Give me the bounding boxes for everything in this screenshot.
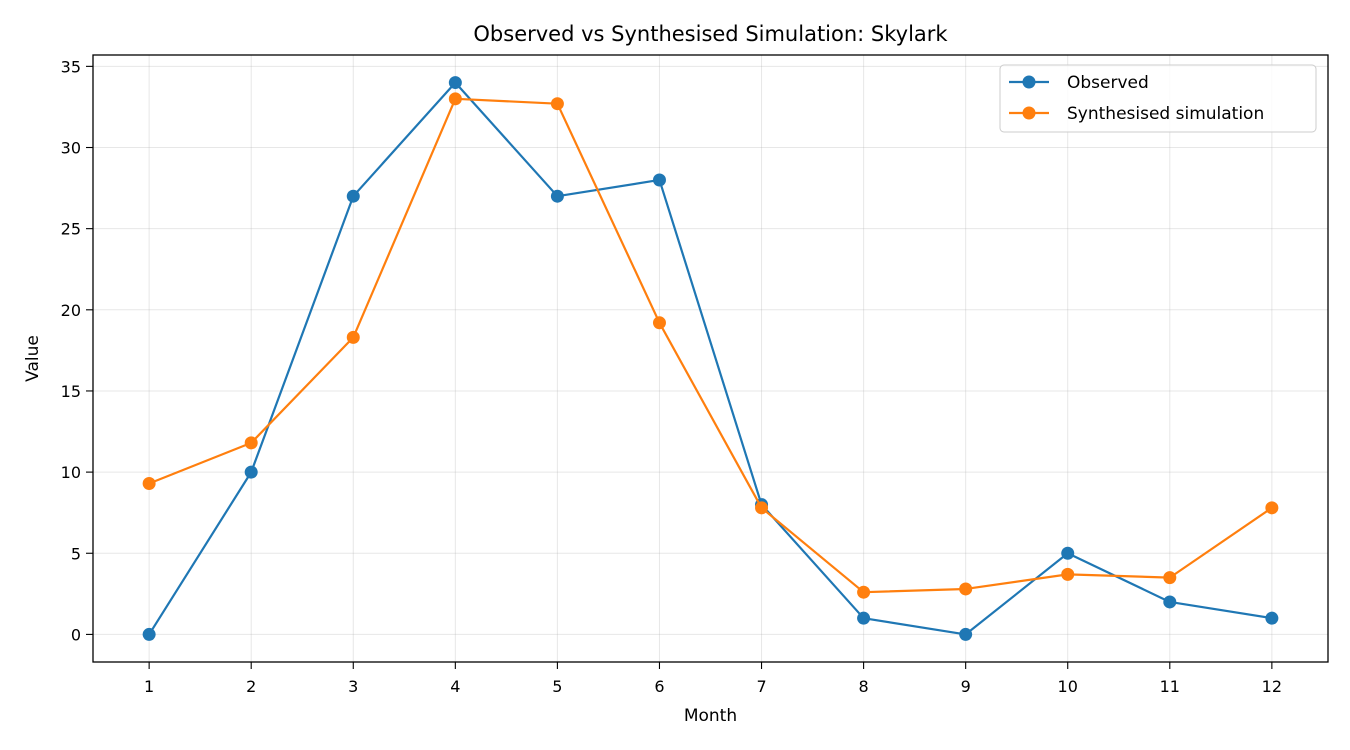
y-tick-label: 35 bbox=[61, 57, 81, 76]
series-0-point bbox=[448, 76, 462, 90]
y-axis-label: Value bbox=[23, 335, 43, 382]
series-0-point bbox=[857, 611, 871, 625]
series-0-point bbox=[1163, 595, 1177, 609]
x-tick-label: 4 bbox=[450, 677, 460, 696]
series-1-point bbox=[244, 436, 258, 450]
x-tick-label: 7 bbox=[756, 677, 766, 696]
series-layer bbox=[142, 76, 1279, 641]
series-0-point bbox=[142, 627, 156, 641]
series-1-point bbox=[1061, 567, 1075, 581]
series-0-point bbox=[1061, 546, 1075, 560]
y-tick-label: 5 bbox=[71, 544, 81, 563]
series-0-point bbox=[652, 173, 666, 187]
x-tick-label: 2 bbox=[246, 677, 256, 696]
legend: Observed Synthesised simulation bbox=[999, 64, 1317, 133]
legend-label: Observed bbox=[1067, 73, 1149, 93]
series-line-0 bbox=[148, 81, 1273, 636]
y-tick-label: 10 bbox=[61, 463, 81, 482]
x-tick-label: 1 bbox=[144, 677, 154, 696]
series-1-point bbox=[550, 97, 564, 111]
series-1-point bbox=[857, 585, 871, 599]
series-1-point bbox=[346, 330, 360, 344]
series-1-point bbox=[1163, 571, 1177, 585]
y-tick-label: 30 bbox=[61, 139, 81, 158]
series-0-point bbox=[550, 189, 564, 203]
y-tick-label: 25 bbox=[61, 220, 81, 239]
x-tick-label: 11 bbox=[1160, 677, 1180, 696]
series-0-point bbox=[1265, 611, 1279, 625]
series-1-point bbox=[652, 316, 666, 330]
legend-label: Synthesised simulation bbox=[1067, 104, 1264, 124]
x-tick-label: 6 bbox=[654, 677, 664, 696]
plot-frame bbox=[92, 54, 1329, 663]
y-tick-label: 20 bbox=[61, 301, 81, 320]
legend-box bbox=[999, 64, 1317, 133]
series-line-1 bbox=[148, 97, 1273, 594]
legend-swatch-marker bbox=[1022, 106, 1036, 120]
series-0-point bbox=[346, 189, 360, 203]
series-1-point bbox=[755, 501, 769, 515]
chart-title: Observed vs Synthesised Simulation: Skyl… bbox=[473, 22, 948, 46]
y-tick-label: 15 bbox=[61, 382, 81, 401]
x-tick-label: 8 bbox=[859, 677, 869, 696]
legend-swatch-marker bbox=[1022, 75, 1036, 89]
x-axis-label: Month bbox=[684, 706, 737, 726]
series-1-point bbox=[448, 92, 462, 106]
series-1-point bbox=[142, 476, 156, 490]
x-tick-label: 10 bbox=[1058, 677, 1078, 696]
series-0-point bbox=[959, 627, 973, 641]
series-1-point bbox=[1265, 501, 1279, 515]
x-tick-label: 3 bbox=[348, 677, 358, 696]
x-tick-label: 12 bbox=[1262, 677, 1282, 696]
series-0-point bbox=[244, 465, 258, 479]
x-tick-label: 9 bbox=[961, 677, 971, 696]
y-tick-label: 0 bbox=[71, 625, 81, 644]
series-1-point bbox=[959, 582, 973, 596]
x-tick-label: 5 bbox=[552, 677, 562, 696]
